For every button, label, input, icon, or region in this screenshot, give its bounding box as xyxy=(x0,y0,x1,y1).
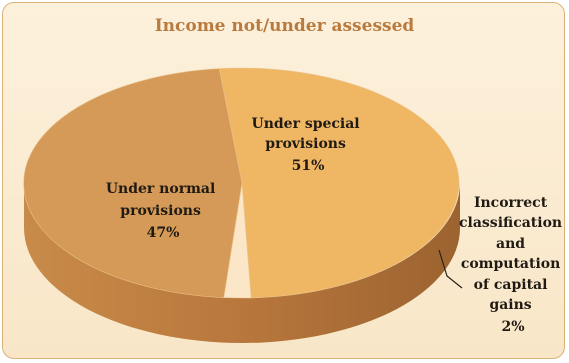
pie-slice-under-normal-provisions xyxy=(23,68,243,298)
label-incorrect-classification: Incorrect classification and computation… xyxy=(459,195,567,335)
pie-slice-under-special-provisions xyxy=(218,67,460,299)
label-under-special-provisions: Under special provisions 51% xyxy=(251,116,364,174)
label-under-normal-provisions: Under normal provisions 47% xyxy=(106,181,220,241)
pie-side-wall xyxy=(24,183,460,343)
chart-title: Income not/under assessed xyxy=(154,16,415,36)
leader-line xyxy=(438,249,463,289)
